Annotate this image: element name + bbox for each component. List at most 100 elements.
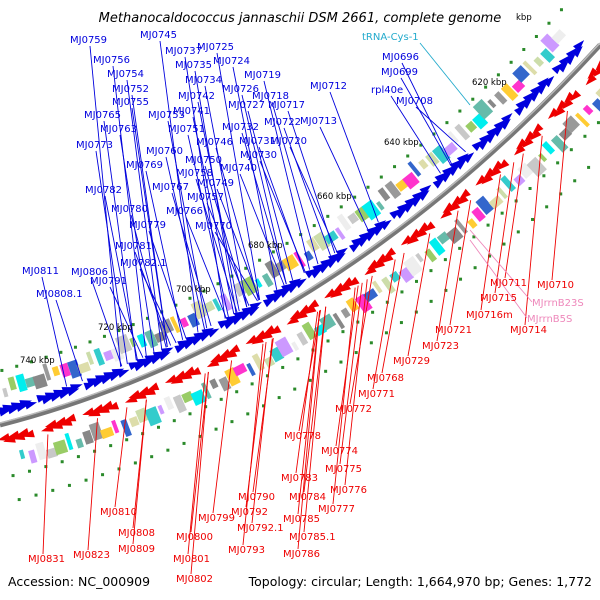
forward-gene-arrow	[348, 242, 362, 253]
forward-gene-label[interactable]: MJ0782.1	[120, 258, 167, 269]
reverse-gene-label[interactable]: MJ0792.1	[237, 523, 284, 534]
forward-gene-label[interactable]: MJ0734	[185, 75, 222, 86]
reverse-gene-label[interactable]: MJ0775	[325, 464, 362, 475]
reverse-gene-label[interactable]: MJ0714	[510, 325, 547, 336]
forward-gene-label[interactable]: MJ0726	[222, 84, 259, 95]
forward-gene-label[interactable]: MJ0752	[112, 84, 149, 95]
reverse-gene-label[interactable]: MJ0808	[118, 528, 155, 539]
forward-gene-label[interactable]: MJ0712	[310, 81, 347, 92]
forward-gene-label[interactable]: MJ0727	[228, 100, 265, 111]
reverse-gene-label[interactable]: MJ0786	[283, 549, 320, 560]
reverse-gene-label[interactable]: MJ0768	[367, 373, 404, 384]
forward-gene-label[interactable]: MJ0808.1	[36, 289, 83, 300]
reverse-gene-label[interactable]: MJ0777	[318, 504, 355, 515]
forward-gene-label[interactable]: MJ0735	[175, 60, 212, 71]
forward-gene-label[interactable]: MJ0749	[197, 178, 234, 189]
forward-gene-label[interactable]: MJ0696	[382, 52, 419, 63]
forward-gene-label[interactable]: MJ0806	[71, 267, 108, 278]
forward-gene-label[interactable]: MJ0759	[70, 35, 107, 46]
reverse-gene-label[interactable]: MJ0823	[73, 550, 110, 561]
reverse-gene-label[interactable]: MJ0774	[321, 446, 358, 457]
forward-leader-line	[103, 120, 137, 361]
rrna-label[interactable]: MJrrnB5S	[527, 314, 572, 325]
forward-gene-label[interactable]: MJ0730	[240, 150, 277, 161]
reverse-gene-label[interactable]: MJ0799	[198, 513, 235, 524]
forward-gene-label[interactable]: MJ0755	[112, 97, 149, 108]
forward-gene-label[interactable]: MJ0731	[239, 136, 276, 147]
reverse-gene-arrow	[400, 235, 413, 246]
forward-gene-label[interactable]: MJ0713	[300, 116, 337, 127]
forward-gene-label[interactable]: MJ0717	[268, 100, 305, 111]
forward-gene-label[interactable]: MJ0750	[185, 155, 222, 166]
forward-gene-label[interactable]: MJ0742	[178, 91, 215, 102]
reverse-leader-line	[190, 371, 209, 575]
reverse-gene-label[interactable]: MJ0723	[422, 341, 459, 352]
reverse-gene-label[interactable]: MJ0729	[393, 356, 430, 367]
forward-gene-label[interactable]: MJ0741	[173, 106, 210, 117]
forward-gene-label[interactable]: MJ0718	[252, 91, 289, 102]
forward-gene-label[interactable]: MJ0767	[152, 182, 189, 193]
forward-gene-label[interactable]: MJ0760	[146, 146, 183, 157]
forward-gene-label[interactable]: MJ0753	[148, 110, 185, 121]
forward-gene-label[interactable]: MJ0769	[126, 160, 163, 171]
reverse-gene-label[interactable]: MJ0776	[330, 485, 367, 496]
forward-gene-label[interactable]: MJ0779	[129, 220, 166, 231]
reverse-gene-label[interactable]: MJ0831	[28, 554, 65, 565]
reverse-gene-label[interactable]: MJ0715	[480, 293, 517, 304]
forward-gene-label[interactable]: MJ0765	[84, 110, 121, 121]
forward-gene-label[interactable]: MJ0725	[197, 42, 234, 53]
reverse-gene-label[interactable]: MJ0721	[435, 325, 472, 336]
forward-gene-label[interactable]: MJ0719	[244, 70, 281, 81]
forward-gene-label[interactable]: MJ0732	[222, 122, 259, 133]
reverse-gene-label[interactable]: MJ0809	[118, 544, 155, 555]
reverse-gene-label[interactable]: MJ0710	[537, 280, 574, 291]
forward-leader-line	[104, 195, 138, 361]
forward-gene-label[interactable]: MJ0781	[115, 241, 152, 252]
forward-gene-label[interactable]: MJ0754	[107, 69, 144, 80]
reverse-gene-label[interactable]: MJ0792	[231, 507, 268, 518]
forward-gene-arrow	[294, 278, 307, 289]
reverse-gene-label[interactable]: MJ0716m	[466, 310, 513, 321]
forward-gene-label[interactable]: MJ0766	[166, 206, 203, 217]
forward-gene-label[interactable]: MJ0782	[85, 185, 122, 196]
forward-gene-label[interactable]: MJ0780	[111, 204, 148, 215]
ring-dot	[182, 441, 186, 445]
forward-gene-label[interactable]: MJ0757	[187, 192, 224, 203]
forward-gene-label[interactable]: MJ0746	[196, 137, 233, 148]
reverse-gene-label[interactable]: MJ0800	[176, 532, 213, 543]
reverse-gene-label[interactable]: MJ0771	[358, 389, 395, 400]
forward-gene-label[interactable]: MJ0756	[93, 55, 130, 66]
forward-gene-label[interactable]: MJ0722	[264, 117, 301, 128]
forward-gene-label[interactable]: MJ0740	[220, 163, 257, 174]
reverse-gene-label[interactable]: MJ0785.1	[289, 532, 336, 543]
forward-gene-label[interactable]: MJ0737	[165, 46, 202, 57]
forward-gene-label[interactable]: rpl40e	[371, 85, 403, 96]
forward-gene-label[interactable]: MJ0763	[100, 124, 137, 135]
forward-gene-label[interactable]: MJ0791	[90, 276, 127, 287]
reverse-gene-label[interactable]: MJ0810	[100, 507, 137, 518]
reverse-gene-label[interactable]: MJ0784	[289, 492, 326, 503]
reverse-gene-arrow	[100, 400, 114, 409]
forward-gene-label[interactable]: MJ0751	[168, 124, 205, 135]
reverse-gene-label[interactable]: MJ0778	[284, 431, 321, 442]
rrna-label[interactable]: MJrrnB23S	[532, 298, 584, 309]
forward-gene-label[interactable]: MJ0745	[140, 30, 177, 41]
forward-gene-label[interactable]: MJ0708	[396, 96, 433, 107]
reverse-leader-line	[524, 135, 543, 326]
reverse-gene-label[interactable]: MJ0711	[490, 278, 527, 289]
trna-label[interactable]: tRNA-Cys-1	[362, 32, 419, 43]
forward-gene-label[interactable]: MJ0758	[176, 168, 213, 179]
forward-gene-label[interactable]: MJ0699	[381, 67, 418, 78]
reverse-gene-label[interactable]: MJ0793	[228, 545, 265, 556]
reverse-gene-label[interactable]: MJ0783	[281, 473, 318, 484]
reverse-gene-label[interactable]: MJ0790	[238, 492, 275, 503]
forward-gene-label[interactable]: MJ0811	[22, 266, 59, 277]
forward-gene-label[interactable]: MJ0720	[270, 136, 307, 147]
reverse-gene-label[interactable]: MJ0772	[335, 404, 372, 415]
reverse-gene-label[interactable]: MJ0785	[283, 514, 320, 525]
forward-gene-label[interactable]: MJ0724	[213, 56, 250, 67]
forward-gene-label[interactable]: MJ0770	[195, 221, 232, 232]
reverse-gene-label[interactable]: MJ0802	[176, 574, 213, 585]
reverse-gene-label[interactable]: MJ0801	[173, 554, 210, 565]
forward-gene-label[interactable]: MJ0773	[76, 140, 113, 151]
